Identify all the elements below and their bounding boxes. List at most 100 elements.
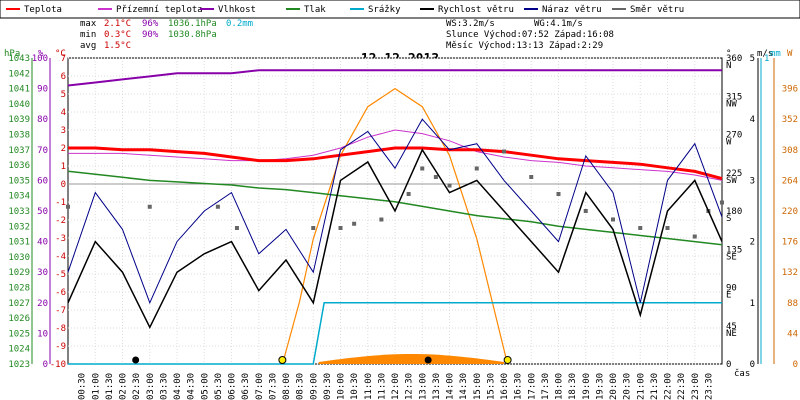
time-tick: 21:30 <box>650 373 660 400</box>
w-tick: 308 <box>782 146 798 156</box>
sunrise-marker <box>278 356 287 364</box>
wind-dir-point <box>311 226 316 230</box>
pct-tick: 60 <box>37 176 48 186</box>
wind-dir-point <box>638 226 643 230</box>
time-tick: 20:30 <box>623 373 633 400</box>
c-tick: 2 <box>61 144 66 154</box>
dir-tick: NE <box>726 329 737 339</box>
wind-dir-point <box>234 226 239 230</box>
temperature-line <box>68 146 723 181</box>
hpa-tick: 1032 <box>8 222 30 232</box>
hpa-tick: 1040 <box>8 100 30 110</box>
stat-avg-temp: 1.5°C <box>104 41 131 51</box>
wind-dir-point <box>474 166 479 171</box>
pct-tick: 70 <box>37 146 48 156</box>
legend-bar <box>0 0 800 19</box>
wind-dir-point <box>583 209 588 213</box>
hpa-tick: 1031 <box>8 238 30 248</box>
rain-line <box>68 302 722 365</box>
hpa-tick: 1026 <box>8 314 30 324</box>
hpa-tick: 1028 <box>8 284 30 294</box>
wind-dir-point <box>352 221 357 226</box>
time-tick: 04:00 <box>173 373 183 400</box>
ms-tick: 3 <box>750 176 755 186</box>
wind-dir-point <box>338 226 343 230</box>
time-tick: 01:00 <box>91 373 101 400</box>
time-tick: 10:30 <box>350 373 360 400</box>
wind-dir-point <box>556 192 561 196</box>
time-tick: 07:30 <box>268 373 278 400</box>
wind-dir-point <box>665 226 670 230</box>
c-tick: -10 <box>50 360 66 370</box>
hpa-unit: hPa <box>4 49 20 59</box>
hpa-tick: 1035 <box>8 176 30 186</box>
c-unit: °C <box>55 49 66 59</box>
c-tick: 1 <box>61 162 66 172</box>
time-tick: 04:30 <box>187 373 197 400</box>
c-tick: -5 <box>55 270 66 280</box>
legend-label: Tlak <box>304 5 326 15</box>
sunset-marker <box>503 356 512 364</box>
w-tick: 132 <box>782 268 798 278</box>
legend-label: Srážky <box>368 5 401 15</box>
c-tick: 0 <box>61 180 66 190</box>
ms-tick: 5 <box>750 54 755 64</box>
hpa-tick: 1043 <box>8 54 30 64</box>
hpa-tick: 1033 <box>8 207 30 217</box>
hpa-tick: 1025 <box>8 329 30 339</box>
deg-unit: ° <box>726 49 731 59</box>
legend-label: Přízemní teplota <box>116 5 203 15</box>
dir-tick: W <box>726 138 732 148</box>
legend-label: Směr větru <box>630 5 684 15</box>
ground-temp-line <box>68 129 723 181</box>
wind-dir-point <box>420 166 425 171</box>
x-label: čas <box>734 368 750 379</box>
w-tick: 176 <box>782 238 798 248</box>
time-tick: 05:30 <box>214 373 224 400</box>
pct-tick: 50 <box>37 207 48 217</box>
legend-label: Rychlost větru <box>438 5 514 15</box>
c-tick: 6 <box>61 72 66 82</box>
time-tick: 20:00 <box>609 373 619 400</box>
wind-dir-point <box>447 183 452 188</box>
dir-tick: N <box>726 61 731 71</box>
time-tick: 22:00 <box>664 373 674 400</box>
w-tick: 88 <box>787 299 798 309</box>
ms-unit: m/s <box>757 49 773 59</box>
stat-max-hum: 96% <box>142 19 159 29</box>
time-tick: 13:30 <box>432 373 442 400</box>
hpa-tick: 1042 <box>8 69 30 79</box>
c-tick: -8 <box>55 324 66 334</box>
w-tick: 264 <box>782 176 798 186</box>
stat-sun: Slunce Východ:07:52 Západ:16:08 <box>446 30 614 40</box>
c-tick: -7 <box>55 306 66 316</box>
legend-label: Teplota <box>24 5 62 15</box>
hpa-tick: 1038 <box>8 131 30 141</box>
c-tick: 5 <box>61 90 66 100</box>
time-tick: 13:00 <box>418 373 428 400</box>
hpa-tick: 1037 <box>8 146 30 156</box>
time-tick: 11:30 <box>377 373 387 400</box>
pct-tick: 30 <box>37 268 48 278</box>
time-tick: 19:30 <box>595 373 605 400</box>
dir-tick: 135 <box>726 245 742 255</box>
time-tick: 01:30 <box>105 373 115 400</box>
time-tick: 19:00 <box>582 373 592 400</box>
dir-tick: 90 <box>726 284 737 294</box>
wind-dir-point <box>692 234 697 239</box>
time-tick: 16:30 <box>514 373 524 400</box>
c-tick: -3 <box>55 234 66 244</box>
time-tick: 15:00 <box>473 373 483 400</box>
legend-label: Náraz větru <box>542 5 602 15</box>
humidity-line <box>67 69 722 87</box>
c-tick: 7 <box>61 54 66 64</box>
dir-tick: S <box>726 214 731 224</box>
time-tick: 15:30 <box>486 373 496 400</box>
pct-tick: 40 <box>37 238 48 248</box>
wind-dir-point <box>66 204 70 209</box>
dir-tick: 270 <box>726 131 742 141</box>
stat-min-temp: 0.3°C <box>104 30 131 40</box>
wind-speed-line <box>67 148 723 329</box>
solar-area <box>318 354 504 364</box>
